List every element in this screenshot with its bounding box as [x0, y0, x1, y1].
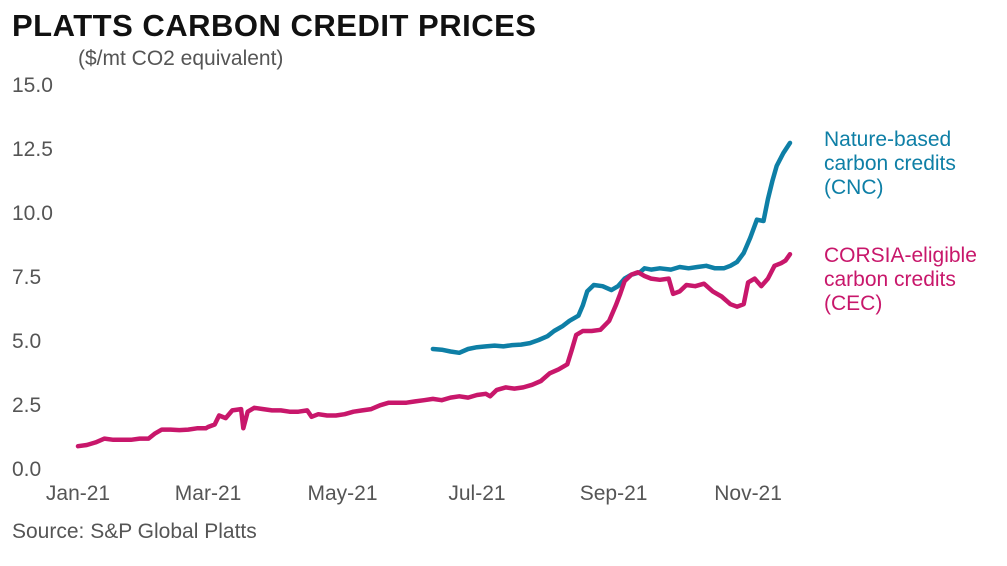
y-tick-label: 7.5 [12, 266, 41, 289]
source-note: Source: S&P Global Platts [12, 520, 257, 543]
x-tick-label: Mar-21 [175, 482, 242, 505]
series-label-line: Nature-based [824, 128, 951, 151]
series-label-line: carbon credits [824, 268, 956, 291]
x-tick-label: Nov-21 [714, 482, 782, 505]
x-tick-label: Jul-21 [448, 482, 505, 505]
y-tick-label: 15.0 [12, 74, 53, 97]
series-lines [75, 140, 793, 449]
series-label-line: (CNC) [824, 176, 883, 199]
series-label-line: carbon credits [824, 152, 956, 175]
series-line-cnc [430, 140, 793, 356]
chart-units-subtitle: ($/mt CO2 equivalent) [78, 47, 284, 70]
x-axis: Jan-21 Mar-21 May-21 Jul-21 Sep-21 Nov-21 [46, 482, 782, 505]
x-tick-label: Jan-21 [46, 482, 110, 505]
series-label-line: (CEC) [824, 292, 882, 315]
y-tick-label: 10.0 [12, 202, 53, 225]
y-tick-label: 2.5 [12, 394, 41, 417]
y-tick-label: 5.0 [12, 330, 41, 353]
y-axis: 0.0 2.5 5.0 7.5 10.0 12.5 15.0 [12, 74, 53, 481]
series-label-line: CORSIA-eligible [824, 244, 977, 267]
chart-title: PLATTS CARBON CREDIT PRICES [12, 8, 537, 43]
y-tick-label: 12.5 [12, 138, 53, 161]
series-line-cec [75, 251, 793, 449]
x-tick-label: Sep-21 [580, 482, 648, 505]
y-tick-label: 0.0 [12, 458, 41, 481]
x-tick-label: May-21 [307, 482, 377, 505]
